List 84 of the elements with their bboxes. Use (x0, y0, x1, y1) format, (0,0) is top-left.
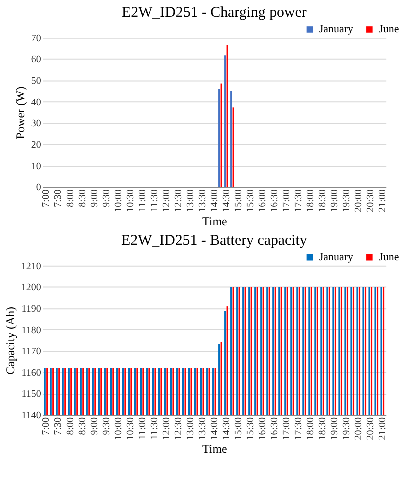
y-tick-label: 1140 (22, 410, 42, 422)
y-tick-label: 1200 (21, 282, 42, 294)
y-tick-label: 1160 (22, 368, 42, 379)
x-tick-label: 18:00 (306, 190, 317, 212)
y-tick-label: 30 (31, 118, 42, 130)
y-tick-label: 1180 (22, 325, 42, 336)
x-tick-label: 11:30 (149, 418, 160, 440)
y-axis-title: Power (W) (13, 86, 28, 140)
x-tick-label: 12:30 (173, 190, 184, 212)
x-tick-label: 9:30 (101, 190, 112, 208)
x-tick-label: 16:00 (257, 418, 268, 440)
y-tick-label: 1170 (22, 346, 42, 358)
x-tick-label: 16:30 (270, 418, 280, 440)
x-tick-label: 18:30 (318, 418, 329, 440)
y-tick-label: 1150 (22, 389, 42, 400)
x-tick-label: 13:30 (197, 418, 208, 440)
x-tick-label: 20:00 (354, 418, 365, 440)
y-tick-label: 40 (31, 97, 42, 108)
x-tick-label: 19:00 (330, 190, 341, 212)
x-tick-label: 8:30 (77, 190, 88, 208)
x-tick-label: 7:30 (53, 418, 64, 436)
x-tick-label: 14:00 (209, 190, 220, 212)
x-tick-label: 20:30 (366, 418, 377, 440)
chart-title: E2W_ID251 - Charging power (122, 5, 307, 22)
legend-label: June (379, 252, 400, 264)
y-tick-label: 1190 (22, 304, 42, 315)
x-tick-label: 17:30 (294, 190, 305, 212)
y-tick-label: 0 (36, 182, 42, 194)
x-tick-label: 15:00 (233, 418, 244, 440)
x-tick-label: 11:30 (149, 190, 160, 212)
x-tick-label: 10:30 (125, 418, 136, 440)
x-tick-label: 13:00 (185, 190, 196, 212)
x-tick-label: 11:00 (137, 190, 148, 212)
x-tick-label: 16:00 (257, 190, 268, 212)
x-tick-label: 15:30 (245, 190, 256, 212)
y-axis-title: Capacity (Ah) (3, 306, 18, 375)
x-tick-label: 8:00 (65, 418, 76, 436)
x-tick-label: 12:00 (161, 418, 172, 440)
y-tick-label: 10 (31, 161, 42, 172)
x-tick-label: 17:00 (282, 190, 293, 212)
x-tick-label: 15:00 (233, 190, 244, 212)
x-tick-label: 13:30 (197, 190, 208, 212)
x-tick-label: 18:30 (318, 190, 329, 212)
x-tick-label: 21:00 (378, 418, 389, 440)
x-tick-label: 14:30 (221, 418, 232, 440)
x-tick-label: 10:00 (113, 190, 124, 212)
legend-label: June (379, 24, 400, 36)
x-tick-label: 10:00 (113, 418, 124, 440)
x-tick-label: 14:30 (221, 190, 232, 212)
y-tick-label: 70 (31, 33, 42, 44)
x-tick-label: 17:30 (294, 418, 305, 440)
x-tick-label: 8:00 (65, 190, 76, 208)
y-tick-label: 20 (31, 140, 42, 152)
y-tick-label: 50 (31, 76, 42, 88)
x-tick-label: 7:00 (41, 190, 52, 208)
x-tick-label: 16:30 (270, 190, 280, 212)
x-tick-label: 7:00 (41, 418, 52, 436)
x-tick-label: 21:00 (378, 190, 389, 212)
x-tick-label: 18:00 (306, 418, 317, 440)
legend-label: January (319, 252, 354, 264)
x-tick-label: 14:00 (209, 418, 220, 440)
x-tick-label: 9:30 (101, 418, 112, 436)
x-tick-label: 12:00 (161, 190, 172, 212)
x-tick-label: 12:30 (173, 418, 184, 440)
chart-title: E2W_ID251 - Battery capacity (122, 232, 308, 249)
x-tick-label: 19:30 (342, 190, 353, 212)
y-tick-label: 1210 (21, 261, 42, 272)
x-tick-label: 19:30 (342, 418, 353, 440)
x-axis-title: Time (202, 442, 228, 456)
x-tick-label: 20:00 (354, 190, 365, 212)
x-tick-label: 13:00 (185, 418, 196, 440)
x-tick-label: 10:30 (125, 190, 136, 212)
x-tick-label: 20:30 (366, 190, 377, 212)
x-tick-label: 19:00 (330, 418, 341, 440)
x-tick-label: 15:30 (245, 418, 256, 440)
x-axis-title: Time (202, 214, 228, 228)
legend-label: January (319, 24, 354, 36)
x-tick-label: 17:00 (282, 418, 293, 440)
x-tick-label: 9:00 (89, 190, 100, 208)
x-tick-label: 9:00 (89, 418, 100, 436)
x-tick-label: 7:30 (53, 190, 64, 208)
y-tick-label: 60 (31, 54, 42, 66)
x-tick-label: 8:30 (77, 418, 88, 436)
x-tick-label: 11:00 (137, 418, 148, 440)
